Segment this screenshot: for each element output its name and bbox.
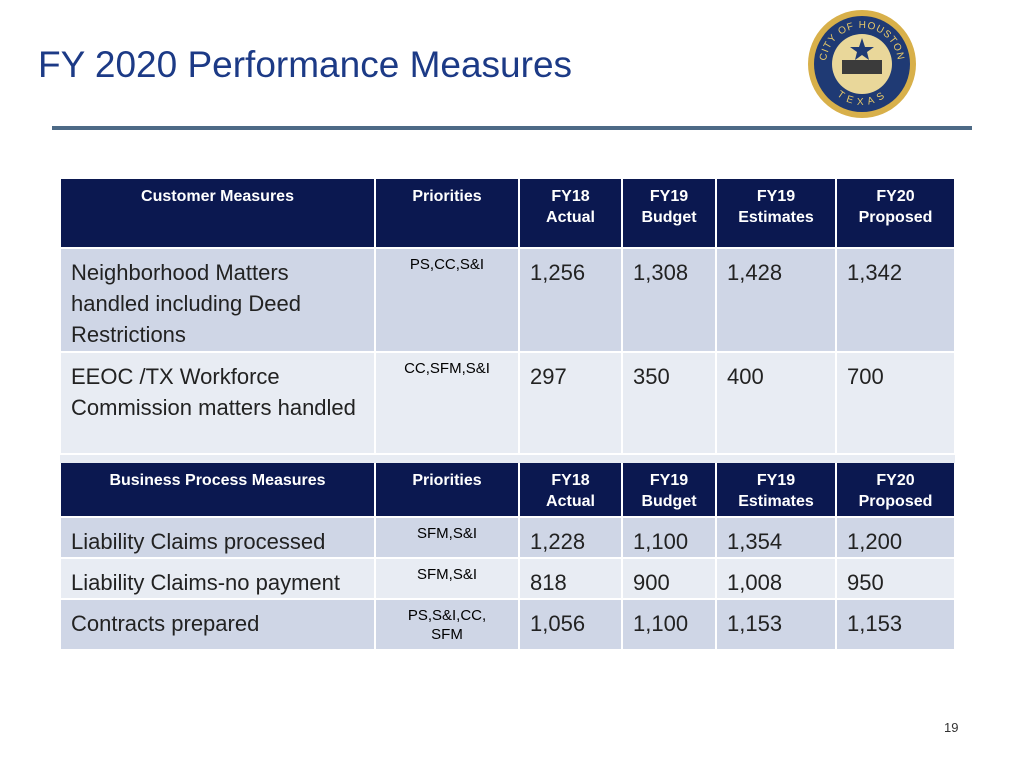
title-rule [52,126,972,130]
measure-name: Liability Claims processed [61,518,374,557]
measure-name: Neighborhood Matters handled including D… [61,249,374,351]
priorities: PS,S&I,CC, SFM [376,600,518,649]
column-header: FY20 Proposed [837,463,954,516]
measure-value: 1,256 [520,249,621,351]
measure-value: 700 [837,353,954,453]
measure-value: 297 [520,353,621,453]
column-header: FY19 Budget [623,179,715,247]
column-header: Priorities [376,463,518,516]
column-header: FY20 Proposed [837,179,954,247]
column-header: FY19 Budget [623,463,715,516]
city-seal: CITY OF HOUSTON TEXAS [808,10,916,118]
column-header: Customer Measures [61,179,374,247]
priorities: SFM,S&I [376,559,518,598]
measure-name: Liability Claims-no payment [61,559,374,598]
column-header: FY18 Actual [520,179,621,247]
column-header: FY18 Actual [520,463,621,516]
measure-value: 1,200 [837,518,954,557]
measure-value: 950 [837,559,954,598]
measure-value: 400 [717,353,835,453]
slide-title: FY 2020 Performance Measures [38,44,573,85]
measure-value: 1,308 [623,249,715,351]
measure-value: 1,008 [717,559,835,598]
measure-value: 900 [623,559,715,598]
measure-value: 1,153 [717,600,835,649]
measure-value: 1,100 [623,518,715,557]
measure-value: 1,228 [520,518,621,557]
measure-value: 1,100 [623,600,715,649]
measure-value: 350 [623,353,715,453]
column-header: FY19 Estimates [717,463,835,516]
measure-value: 1,153 [837,600,954,649]
measure-value: 1,342 [837,249,954,351]
priorities: CC,SFM,S&I [376,353,518,453]
page-number: 19 [944,720,959,735]
priorities: PS,CC,S&I [376,249,518,351]
column-header: FY19 Estimates [717,179,835,247]
column-header: Business Process Measures [61,463,374,516]
measure-name: EEOC /TX Workforce Commission matters ha… [61,353,374,453]
measure-value: 1,056 [520,600,621,649]
table-gap [60,455,955,463]
measure-value: 1,354 [717,518,835,557]
measure-value: 818 [520,559,621,598]
measure-value: 1,428 [717,249,835,351]
column-header: Priorities [376,179,518,247]
priorities: SFM,S&I [376,518,518,557]
measure-name: Contracts prepared [61,600,374,649]
